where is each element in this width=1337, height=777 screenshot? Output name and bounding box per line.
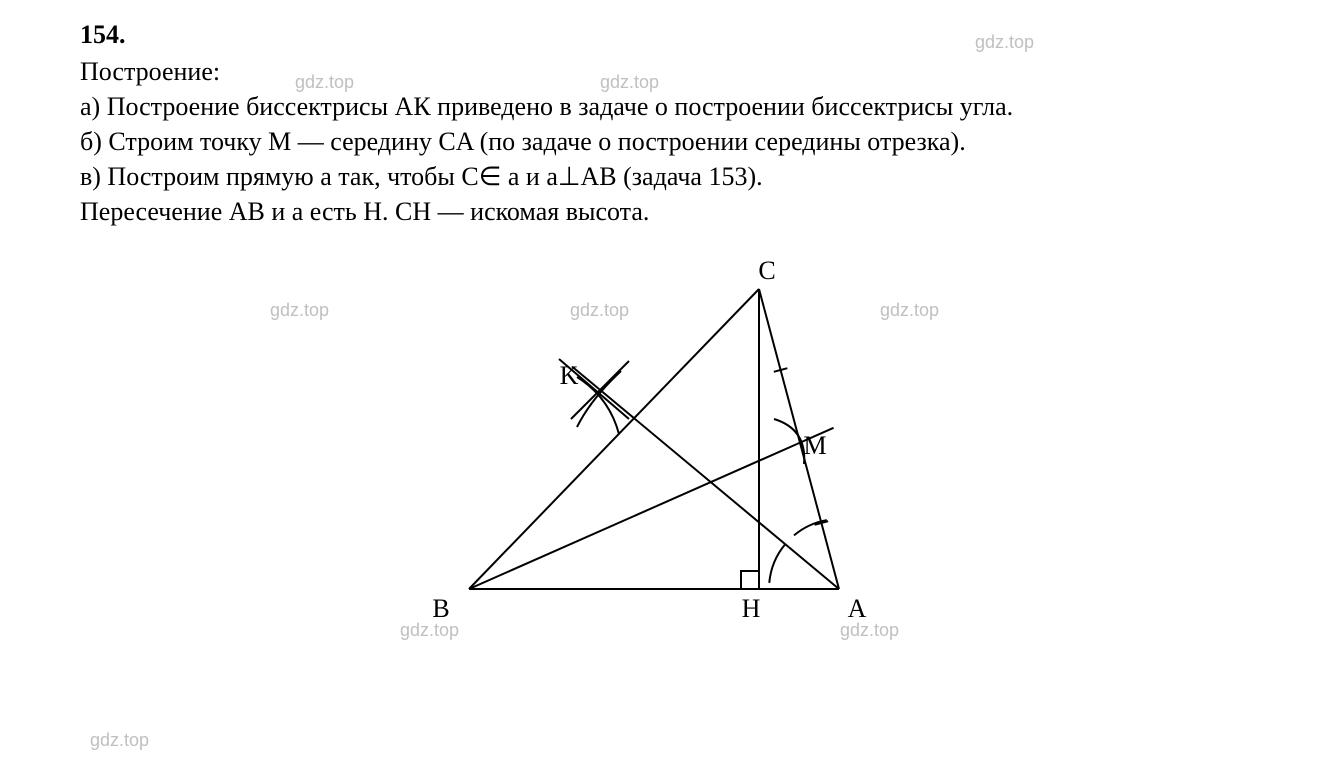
svg-text:C: C (758, 256, 775, 285)
svg-text:A: A (847, 594, 866, 623)
svg-text:K: K (559, 361, 578, 390)
line-a: а) Построение биссектрисы АК приведено в… (80, 89, 1257, 124)
diagram-container: A B C H K M (80, 249, 1257, 629)
watermark: gdz.top (90, 730, 149, 751)
svg-text:M: M (803, 431, 826, 460)
line-c: в) Построим прямую a так, чтобы C∈ a и a… (80, 159, 1257, 194)
construction-heading: Построение: (80, 54, 1257, 89)
problem-number: 154. (80, 20, 1257, 50)
svg-text:H: H (741, 594, 760, 623)
svg-text:B: B (432, 594, 449, 623)
line-b: б) Строим точку M — середину CA (по зада… (80, 124, 1257, 159)
line-d: Пересечение АВ и a есть Н. СН — искомая … (80, 194, 1257, 229)
triangle-diagram: A B C H K M (409, 249, 929, 629)
